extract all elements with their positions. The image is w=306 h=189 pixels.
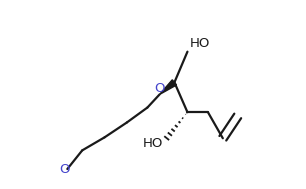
Polygon shape	[159, 80, 177, 94]
Text: HO: HO	[189, 37, 210, 50]
Text: O: O	[59, 163, 70, 176]
Text: O: O	[155, 82, 165, 95]
Text: HO: HO	[143, 137, 163, 150]
